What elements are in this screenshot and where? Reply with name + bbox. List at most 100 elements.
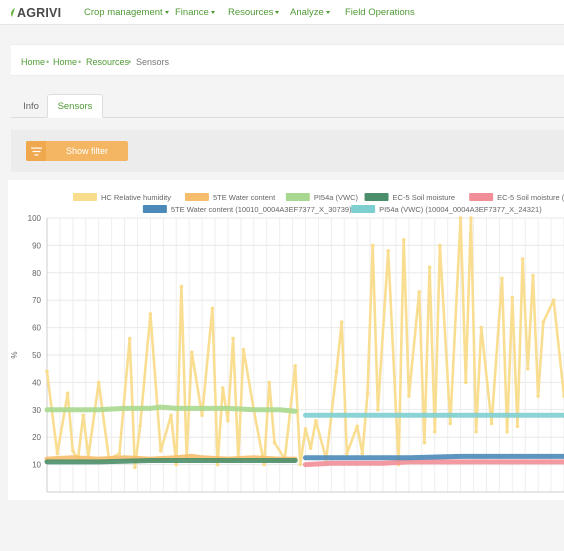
series-point (96, 380, 101, 385)
series-point (370, 243, 375, 248)
nav-item-label: Field Operations (345, 7, 415, 18)
y-tick-label: 30 (32, 406, 41, 415)
series-point (45, 369, 49, 374)
series-point (220, 386, 225, 390)
nav-finance[interactable]: Finance (175, 7, 215, 18)
series-point (55, 451, 60, 456)
breadcrumb-home-2[interactable]: Home (53, 57, 78, 67)
series-point (438, 243, 442, 248)
series-point (298, 462, 303, 467)
series-point (520, 257, 525, 261)
y-tick-label: 40 (32, 378, 41, 387)
series-point (339, 320, 344, 324)
y-tick-label: 70 (32, 296, 41, 305)
series-point (489, 421, 494, 426)
nav-crop-management[interactable]: Crop management (84, 7, 169, 18)
series-point (81, 413, 85, 418)
series-point (262, 462, 266, 467)
series-point (127, 336, 132, 341)
legend-label: 5TE Water content (213, 193, 276, 202)
series-point (355, 424, 360, 429)
breadcrumb: Home • Home • Resources • Sensors (11, 44, 564, 76)
series-point (267, 380, 272, 385)
series-point (422, 440, 427, 445)
series-point (432, 429, 437, 434)
series-point (386, 249, 391, 253)
tab-info[interactable]: Info (23, 100, 39, 112)
tabs-divider (11, 117, 564, 118)
nav-item-label: Finance (175, 7, 209, 18)
series-point (458, 216, 463, 220)
y-tick-label: 80 (32, 269, 41, 278)
nav-analyze[interactable]: Analyze (290, 7, 330, 18)
series-point (515, 424, 520, 429)
series-point (334, 369, 339, 374)
breadcrumb-resources[interactable]: Resources (86, 57, 130, 67)
legend-swatch (285, 193, 310, 201)
series-point (479, 325, 484, 330)
series-point (417, 290, 422, 294)
sensor-line-chart: 10 20 30 40 50 60 70 80 90 100% HC Relative humidi… (10, 193, 564, 493)
series-point (308, 446, 313, 450)
series-point (174, 462, 179, 467)
legend-swatch (142, 205, 167, 213)
caret-down-icon (164, 11, 169, 14)
caret-down-icon (275, 11, 280, 14)
series-point (303, 427, 308, 431)
series-point (510, 295, 515, 300)
y-tick-label: 60 (32, 324, 41, 333)
caret-down-icon (325, 11, 330, 14)
nav-item-label: Analyze (290, 7, 324, 18)
y-tick-label: 50 (32, 351, 41, 360)
filter-lines-icon (26, 141, 46, 161)
legend-label: EC-5 Soil moisture (10013_0 (497, 193, 564, 202)
series-line (44, 458, 298, 465)
series-point (148, 312, 153, 316)
legend-label: 5TE Water content (10010_0004A3EF7377_X_… (171, 205, 352, 214)
breadcrumb-home[interactable]: Home (21, 57, 46, 67)
nav-resources[interactable]: Resources (228, 7, 280, 18)
y-tick-label: 100 (28, 214, 42, 223)
nav-item-label: Resources (228, 7, 274, 18)
series-point (226, 418, 230, 423)
y-tick-label: 20 (32, 433, 41, 442)
top-navbar: AGRIVI Crop management Finance Resources… (0, 0, 564, 25)
series-line (303, 453, 564, 461)
legend-label: PI54a (VWC) (314, 193, 359, 202)
legend-swatch (351, 205, 376, 213)
series-point (231, 336, 235, 341)
series-point (474, 429, 478, 434)
series-point (365, 391, 370, 396)
series-point (189, 350, 194, 355)
series-point (272, 440, 277, 445)
series-point (117, 451, 122, 456)
breadcrumb-separator: • (46, 57, 50, 67)
series-point (241, 347, 246, 352)
tab-sensors[interactable]: Sensors (47, 94, 103, 118)
series-point (536, 394, 540, 398)
breadcrumb-sensors: Sensors (136, 57, 170, 67)
series-point (200, 413, 204, 418)
series-point (133, 465, 137, 470)
series-point (345, 451, 349, 456)
caret-down-icon (210, 11, 215, 14)
series-point (531, 273, 535, 278)
show-filter-button[interactable]: Show filter (26, 141, 128, 161)
series-line (44, 404, 298, 414)
series-point (500, 276, 504, 281)
logo-text: AGRIVI (17, 5, 62, 20)
legend-label: HC Relative humidity (101, 193, 171, 202)
series-point (448, 421, 453, 426)
series-point (293, 364, 297, 368)
series-line (303, 459, 564, 468)
series-point (401, 238, 406, 242)
series-point (526, 366, 530, 371)
series-point (407, 394, 411, 398)
agrivi-logo[interactable]: AGRIVI (10, 5, 61, 20)
legend-swatch (469, 193, 494, 201)
nav-field-operations[interactable]: Field Operations (345, 7, 415, 18)
show-filter-label: Show filter (65, 146, 109, 156)
series-point (314, 418, 318, 423)
series-point (376, 408, 380, 412)
legend-label: PI54a (VWC) (10004_0004A3EF7377_X_24321) (379, 205, 542, 214)
